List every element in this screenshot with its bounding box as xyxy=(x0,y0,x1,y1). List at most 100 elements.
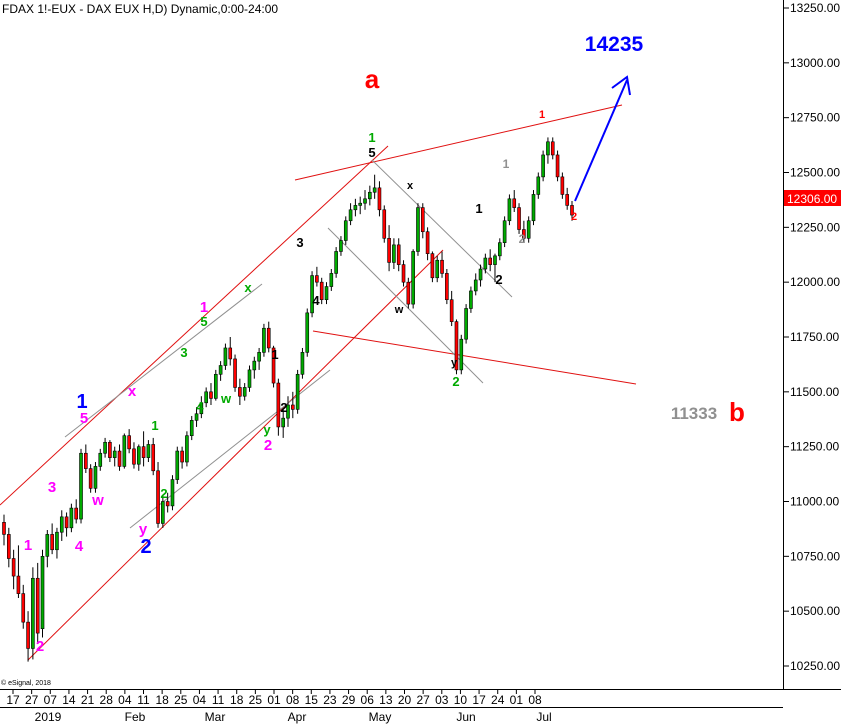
wave-label: 1 xyxy=(271,347,278,362)
candle-body xyxy=(319,281,324,301)
y-tick-label: 12750.00 xyxy=(790,111,840,125)
x-tick-label: 11 xyxy=(137,693,150,707)
x-axis-ticks: 17 27 07 14 21 28 04 11 18 25 04 11 18 25 01 08 15 23 29 06… xyxy=(6,690,542,707)
x-tick-label: 23 xyxy=(323,693,337,707)
candle-body xyxy=(324,286,329,301)
month-label: 2019 xyxy=(35,710,62,724)
candles xyxy=(2,137,574,662)
month-label: Apr xyxy=(288,710,307,724)
candle-body xyxy=(536,176,541,195)
candle-body xyxy=(286,404,290,419)
y-tick-label: 11500.00 xyxy=(790,385,839,399)
candle-body xyxy=(411,251,415,305)
candle-body xyxy=(555,154,560,178)
price-tag-text: 12306.00 xyxy=(787,192,837,206)
candle-body xyxy=(396,244,401,265)
month-label: Feb xyxy=(125,710,146,724)
wave-label: 4 xyxy=(312,293,320,308)
candle-body xyxy=(262,327,266,353)
x-tick-label: 25 xyxy=(174,693,188,707)
candle-body xyxy=(392,244,396,263)
x-tick-label: 24 xyxy=(491,693,505,707)
x-tick-label: 21 xyxy=(81,693,95,707)
x-tick-label: 27 xyxy=(25,693,39,707)
candle-body xyxy=(430,253,435,279)
candle-body xyxy=(223,347,228,366)
wave-label: 3 xyxy=(180,345,187,360)
candle-body xyxy=(363,198,367,204)
candle-body xyxy=(252,360,257,371)
candle-body xyxy=(2,522,6,535)
wave-label: 2 xyxy=(571,211,577,223)
current-price-tag: 12306.00 xyxy=(784,190,841,206)
candle-body xyxy=(35,577,40,634)
x-tick-label: 06 xyxy=(361,693,375,707)
trendline-upper-red xyxy=(0,145,389,506)
candle-body xyxy=(271,347,276,384)
x-tick-label: 14 xyxy=(62,693,76,707)
x-tick-label: 17 xyxy=(472,693,486,707)
candle-body xyxy=(315,275,319,283)
y-tick-label: 10750.00 xyxy=(790,549,840,563)
candle-body xyxy=(387,238,391,263)
month-label: Mar xyxy=(205,710,226,724)
candle-body xyxy=(300,352,305,375)
channel-upper-gray xyxy=(64,283,263,438)
candle-body xyxy=(420,207,425,233)
channel-b-gray xyxy=(371,159,513,298)
wave-label: 1 xyxy=(151,418,158,433)
wave-label: 3 xyxy=(296,235,303,250)
x-tick-label: 10 xyxy=(454,693,468,707)
candle-body xyxy=(517,207,521,230)
candle-body xyxy=(368,191,372,200)
wave-label: 5 xyxy=(80,410,88,427)
candle-body xyxy=(98,452,103,467)
candle-body xyxy=(11,558,16,577)
candle-body xyxy=(416,207,420,252)
candle-body xyxy=(26,621,30,649)
candle-body xyxy=(488,257,492,265)
x-tick-label: 01 xyxy=(267,693,281,707)
wave-label: w xyxy=(91,492,104,509)
x-axis-month-labels: 2019 Feb Mar Apr May Jun Jul xyxy=(35,710,552,724)
candle-body xyxy=(546,141,550,156)
wave-label: w xyxy=(220,391,232,406)
candle-body xyxy=(108,441,112,458)
candle-body xyxy=(64,516,69,529)
candle-body xyxy=(238,387,242,397)
x-tick-label: 08 xyxy=(286,693,300,707)
candle-body xyxy=(266,327,271,349)
month-label: Jun xyxy=(456,710,475,724)
chart-title: FDAX 1!-EUX - DAX EUX H,D) Dynamic,0:00-… xyxy=(2,2,278,16)
wave-label: 3 xyxy=(48,479,56,496)
candle-body xyxy=(406,281,411,305)
y-tick-label: 13250.00 xyxy=(790,1,840,15)
candle-body xyxy=(21,593,26,623)
trendline-resistance-red xyxy=(294,104,623,181)
candle-body xyxy=(127,435,131,450)
candle-body xyxy=(228,347,233,360)
y-axis-ticks: 13250.00 13000.00 12750.00 12500.00 12250.00… xyxy=(783,1,840,673)
wave-label: 1 xyxy=(24,537,32,554)
wave-label: 1 xyxy=(200,299,208,316)
x-tick-label: 03 xyxy=(435,693,449,707)
wave-annotations: a b 14235 11333 1 2 1 2 3 4 5 w x y 1 2 1 2 3 4 5 w x y 1 2 1 2 3 4 5 x… xyxy=(24,33,745,655)
candle-body xyxy=(79,452,83,520)
candle-body xyxy=(50,534,54,551)
candle-body xyxy=(334,251,338,274)
wave-label: 1 xyxy=(503,157,510,171)
wave-label: a xyxy=(365,64,380,94)
candle-body xyxy=(74,507,79,520)
candle-body xyxy=(117,450,122,467)
x-tick-label: 08 xyxy=(528,693,542,707)
wave-label: 2 xyxy=(280,400,287,415)
candle-body xyxy=(16,575,21,594)
candle-body xyxy=(541,154,545,178)
candle-body xyxy=(305,312,310,353)
candle-body xyxy=(112,450,117,458)
candle-body xyxy=(132,448,136,465)
candle-body xyxy=(329,273,334,287)
copyright: © eSignal, 2018 xyxy=(1,679,51,687)
x-tick-label: 27 xyxy=(416,693,430,707)
candle-body xyxy=(84,452,88,469)
